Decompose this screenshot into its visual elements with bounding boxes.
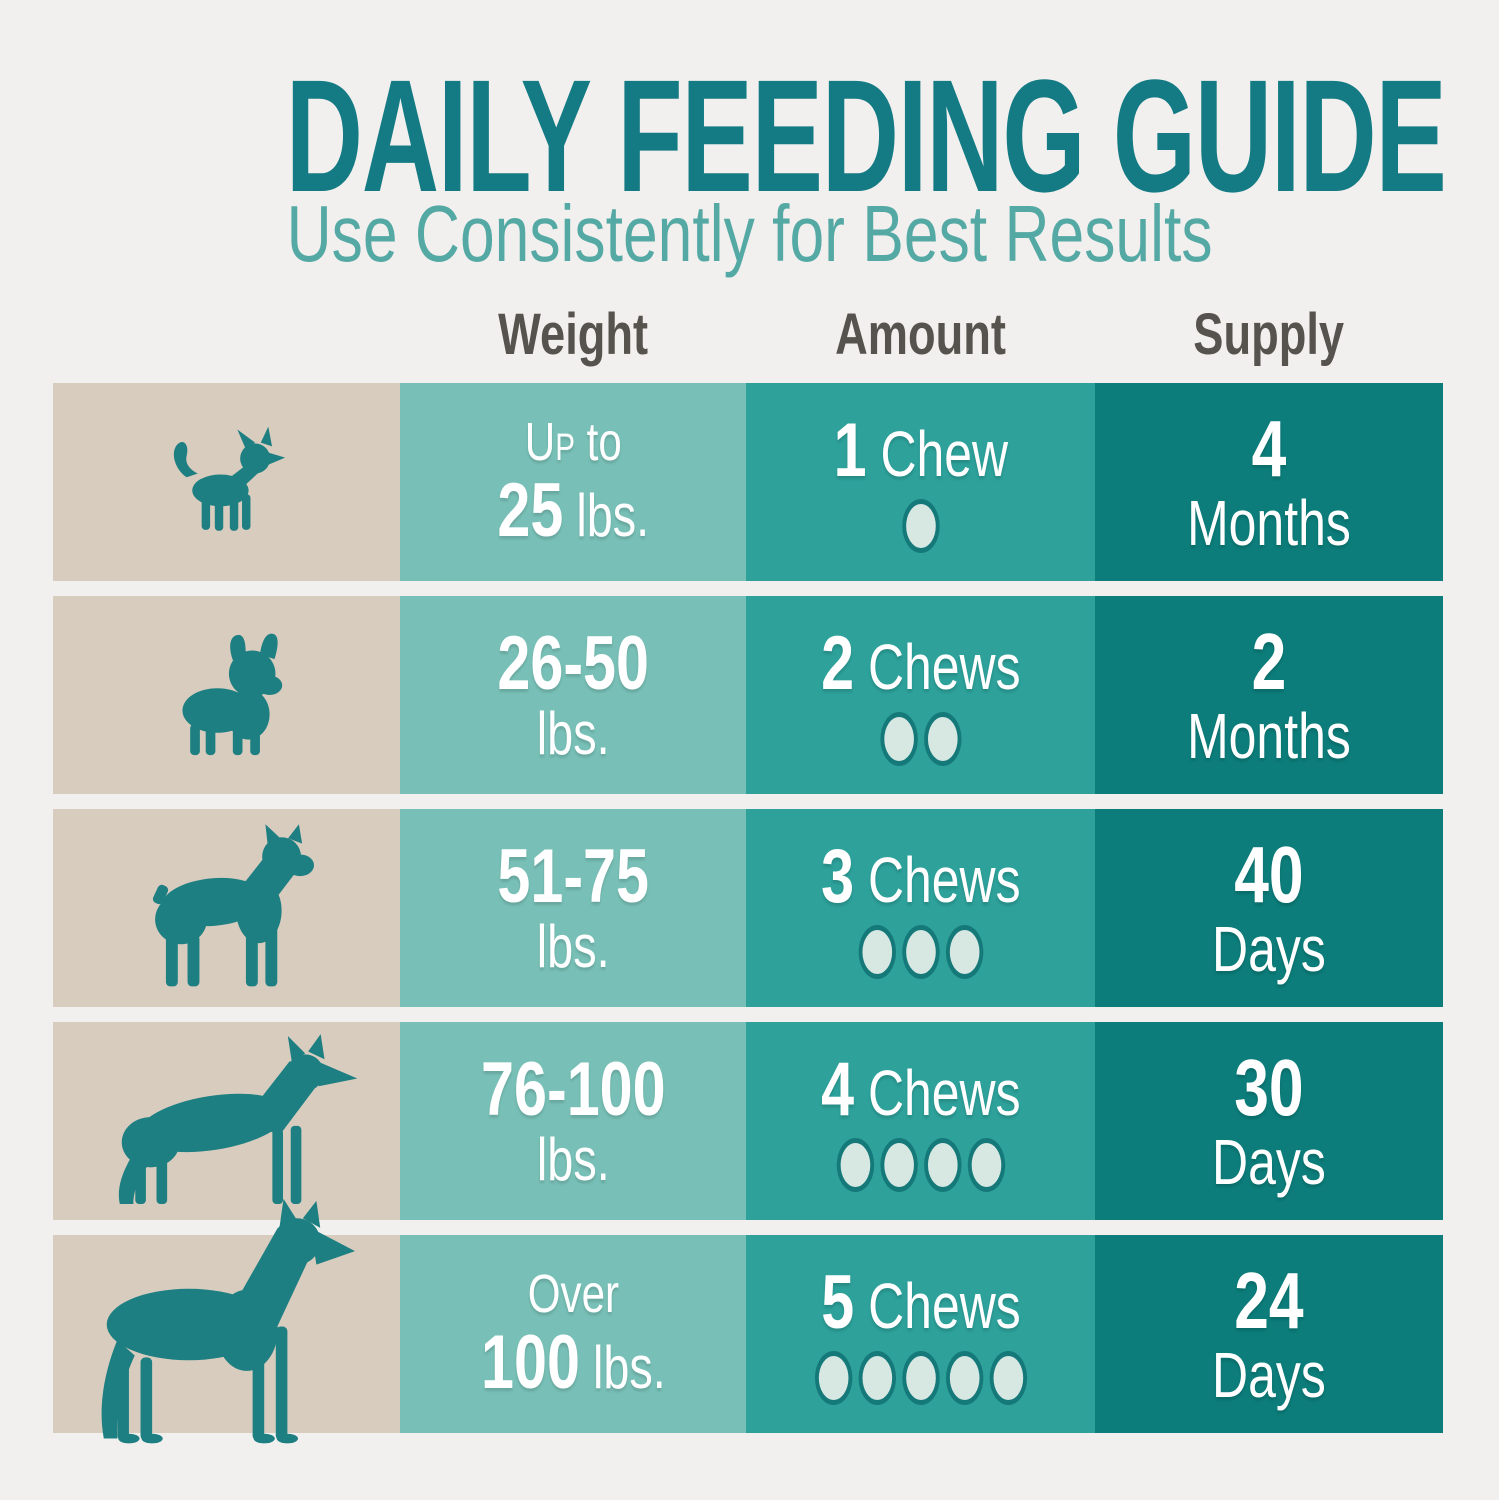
dog-cell [53,809,400,1007]
table-row: 51-75 lbs. 3 Chews 40 Days [53,809,1443,1007]
supply-cell: 4 Months [1095,383,1443,581]
dog-cell [53,1022,400,1220]
chew-dots-group [821,711,1020,766]
table-row: 76-100 lbs. 4 Chews 30 Days [53,1022,1443,1220]
weight-cell: Over 100 lbs. [400,1235,746,1433]
chew-dot [901,924,940,979]
chew-dot [923,711,962,766]
chew-dot [945,1350,983,1405]
chew-dot [923,1137,962,1192]
supply-cell: 30 Days [1095,1022,1443,1220]
column-header-weight: Weight [498,302,648,367]
chew-dot [989,1350,1027,1405]
supply-cell: 2 Months [1095,596,1443,794]
dog-icon-chihuahua [166,426,288,538]
weight-cell: 51-75 lbs. [400,809,746,1007]
supply-cell: 40 Days [1095,809,1443,1007]
dog-cell [53,596,400,794]
amount-cell: 5 Chews [746,1235,1095,1433]
amount-cell: 1 Chew [746,383,1095,581]
chew-dot [836,1137,874,1192]
amount-cell: 3 Chews [746,809,1095,1007]
amount-cell: 2 Chews [746,596,1095,794]
column-header-spacer [53,300,400,370]
chew-dots-group [821,1137,1020,1192]
chew-dot [858,1350,896,1405]
column-header-amount: Amount [835,302,1006,367]
dog-icon-french-bulldog [159,633,295,757]
chew-dot [858,924,896,979]
dog-icon-boxer [127,824,327,992]
chew-dot [814,1350,852,1405]
table-row: Over 100 lbs. 5 Chews 24 Days [53,1198,1443,1444]
table-row: Up to 25 lbs. 1 Chew 4 Months [53,383,1443,581]
chew-dot [967,1137,1005,1192]
amount-cell: 4 Chews [746,1022,1095,1220]
chew-dot [901,498,940,553]
table-header-row: Weight Amount Supply [53,300,1443,370]
page-title: DAILY FEEDING GUIDE [285,46,1447,225]
chew-dot [901,1350,940,1405]
table-row: 26-50 lbs. 2 Chews 2 Months [53,596,1443,794]
dog-cell [53,383,400,581]
chew-dot [879,711,918,766]
chew-dots-group [821,924,1020,979]
weight-cell: Up to 25 lbs. [400,383,746,581]
dog-icon-german-shepherd [87,1034,367,1208]
weight-cell: 76-100 lbs. [400,1022,746,1220]
chew-dots-group [811,1350,1029,1405]
chew-dots-group [833,498,1007,553]
column-header-supply: Supply [1193,302,1345,367]
chew-dot [879,1137,918,1192]
dog-cell [53,1198,400,1444]
page-subtitle: Use Consistently for Best Results [286,189,1213,278]
chew-dot [945,924,983,979]
weight-cell: 26-50 lbs. [400,596,746,794]
dog-icon-great-dane [63,1197,363,1454]
supply-cell: 24 Days [1095,1235,1443,1433]
